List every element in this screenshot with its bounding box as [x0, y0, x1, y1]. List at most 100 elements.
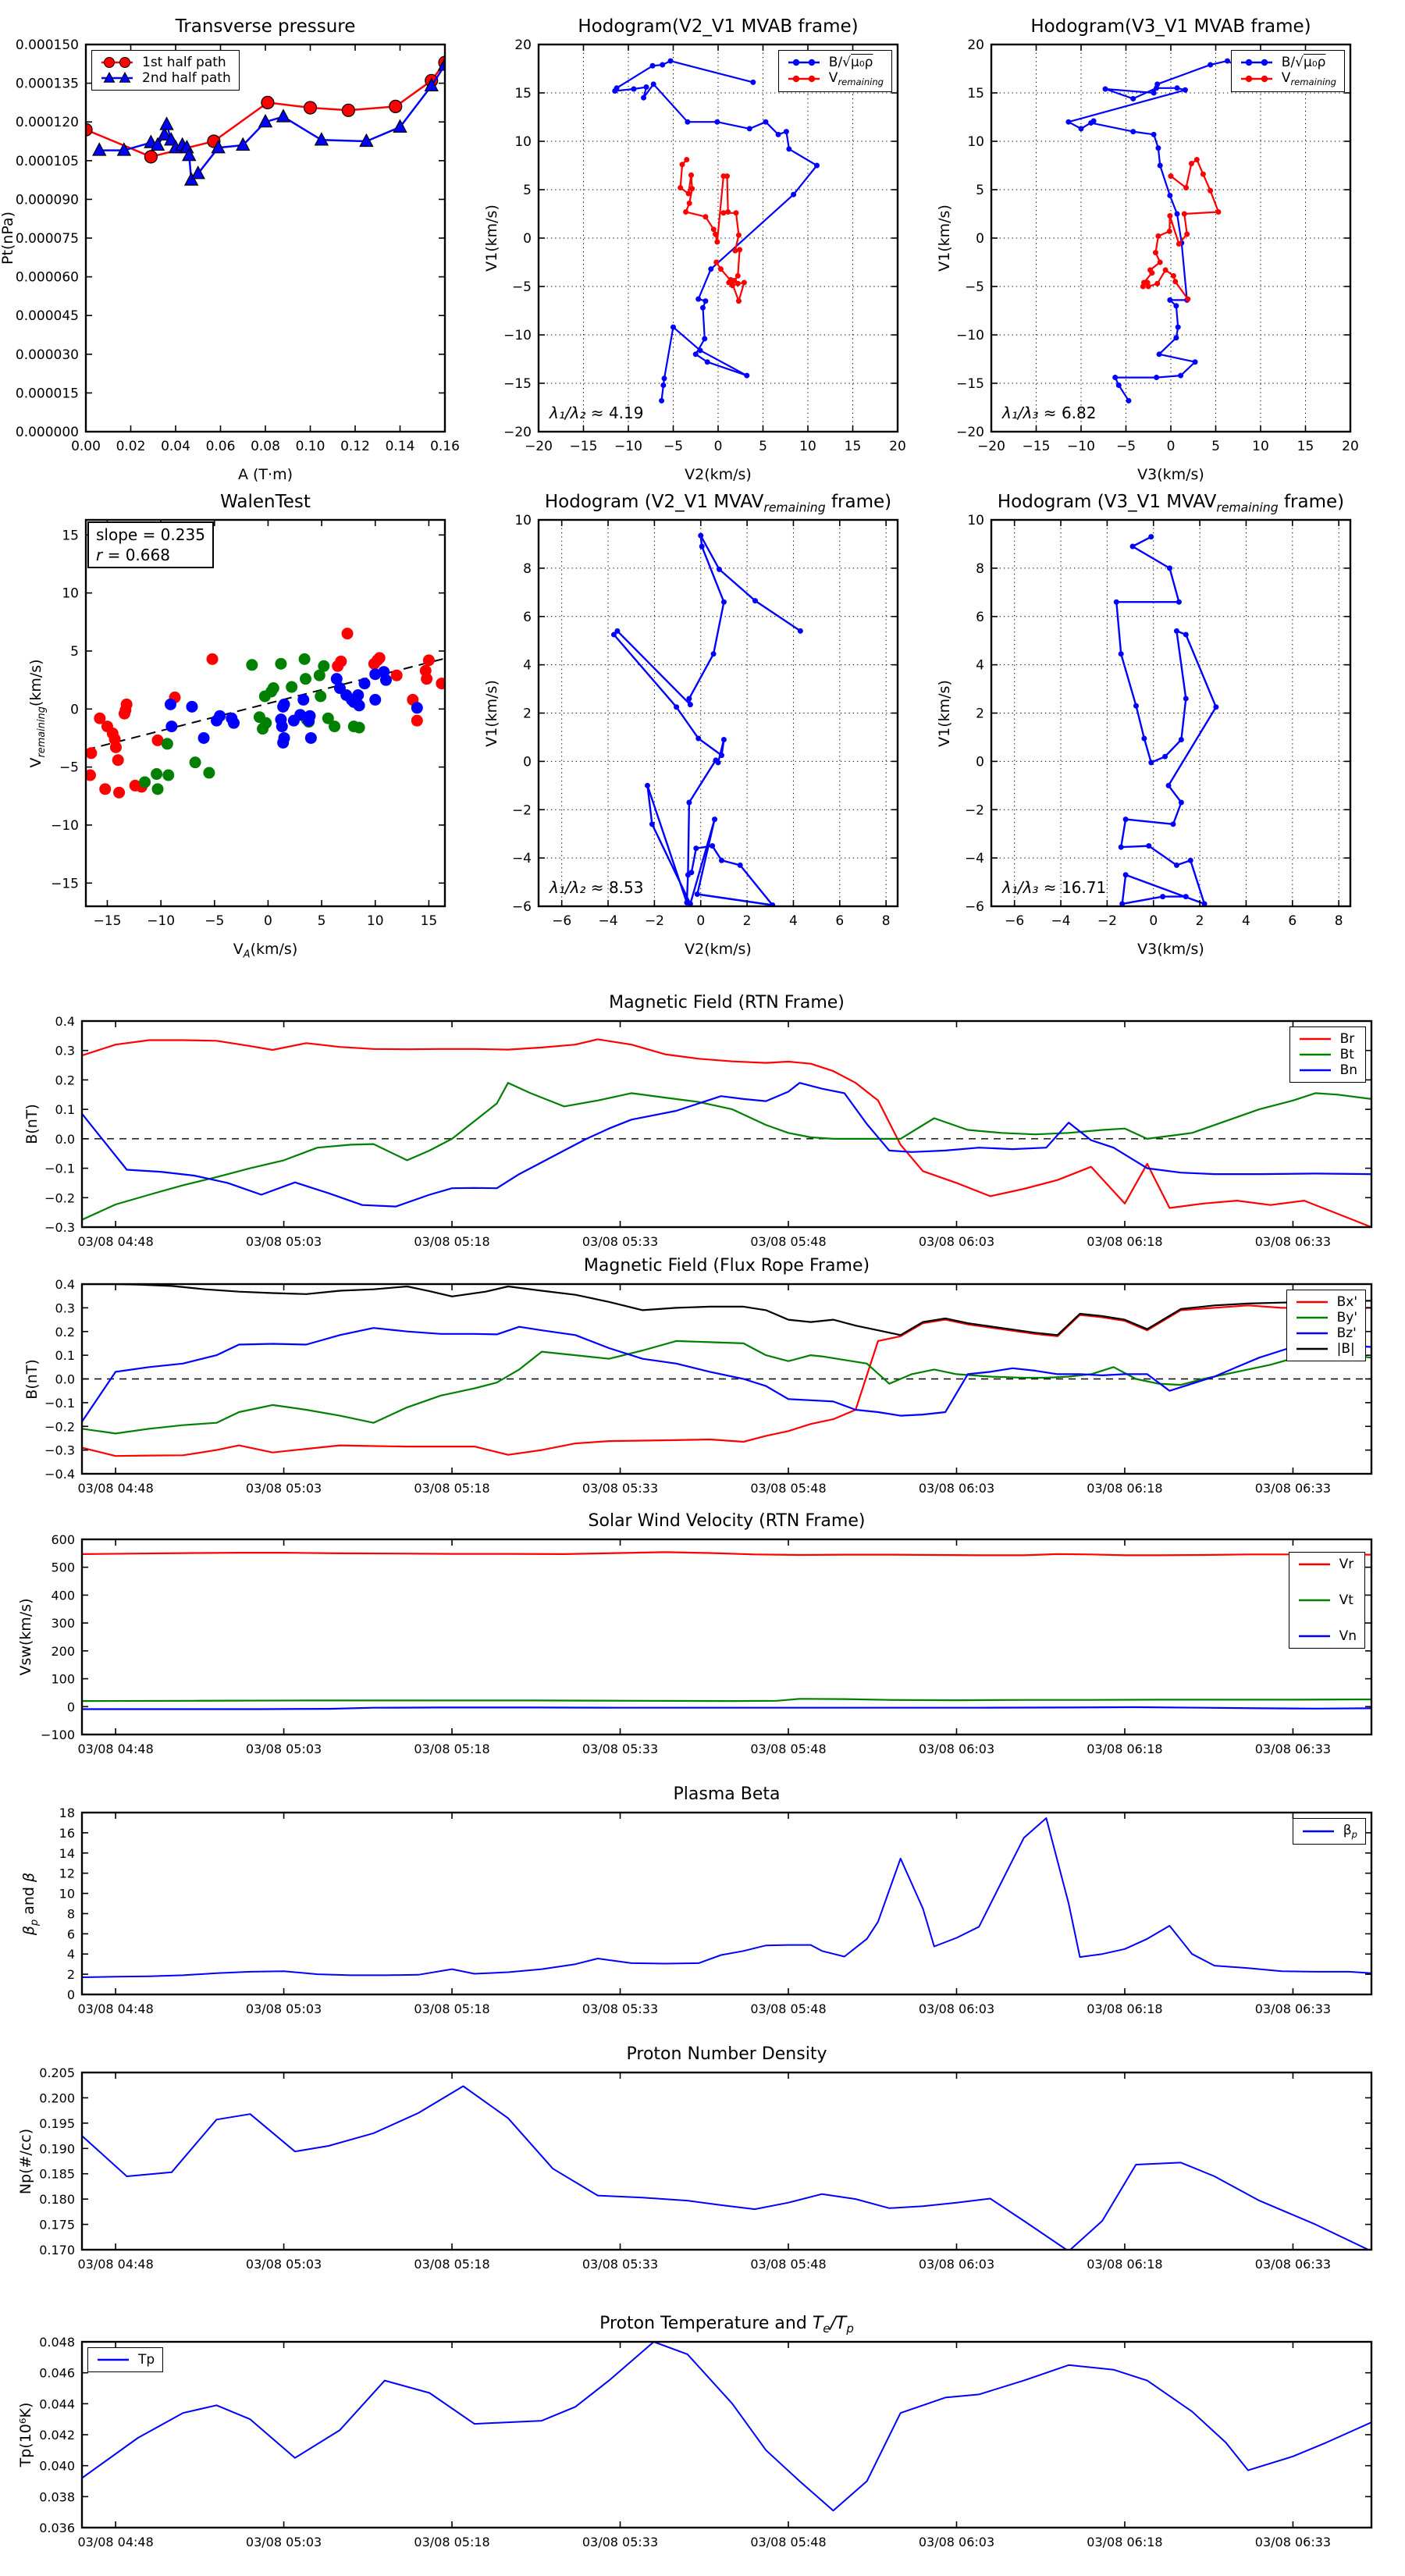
x-tick-label: 03/08 05:33 [582, 2001, 658, 2016]
axis-ticks: 03/08 04:48 03/08 05:03 03/08 05:18 03/08 0… [44, 1277, 1371, 1496]
y-tick-label: 0 [67, 1699, 75, 1714]
y-axis-label: V1(km/s) [483, 205, 500, 272]
x-axis-label: VA(km/s) [233, 941, 298, 961]
x-tick-label: 03/08 05:03 [246, 1481, 322, 1496]
y-tick-label: 0.180 [39, 2192, 75, 2207]
series-scatter-red [86, 628, 445, 799]
plot-area: 03/08 04:48 03/08 05:03 03/08 05:18 03/08 0… [44, 1014, 1373, 1249]
series-Tp [82, 2342, 1371, 2512]
legend-label: Bz' [1337, 1325, 1357, 1341]
series-Np [82, 2085, 1371, 2250]
y-tick-label: 0.4 [55, 1014, 75, 1029]
legend-entry: Vremaining [787, 70, 884, 87]
y-tick-label: 0.190 [39, 2141, 75, 2156]
legend-label-part: Bn [1339, 1062, 1357, 1078]
x-tick-label: 0.06 [206, 439, 236, 454]
axis-ticks: 03/08 04:48 03/08 05:03 03/08 05:18 03/08 0… [39, 2335, 1371, 2549]
plot-area: 03/08 04:48 03/08 05:03 03/08 05:18 03/08 0… [41, 1532, 1373, 1756]
panel-proton-number-density: Proton Number Density Np(#/cc) 03/08 04:… [17, 2044, 1373, 2272]
axes-frame [80, 1538, 1373, 1736]
y-tick-label: 10 [59, 1887, 75, 1902]
y-tick-label: 8 [523, 561, 532, 577]
legend-label: Tp [138, 2352, 155, 2368]
x-tick-label: 0.10 [296, 439, 325, 454]
y-tick-label: 0.048 [39, 2335, 75, 2350]
x-tick-label: 03/08 04:48 [77, 1742, 153, 1756]
x-tick-label: 03/08 06:18 [1087, 2535, 1162, 2549]
y-tick-label: −15 [503, 376, 532, 392]
panel-hodogram-v2v1-mvab: Hodogram(V2_V1 MVAB frame) V1(km/s) V2(k… [483, 16, 906, 483]
y-tick-label: 0.170 [39, 2243, 75, 2258]
grid-lines [991, 520, 1350, 906]
series-B-over-sqrt-mu0rho [1065, 58, 1259, 404]
y-tick-label: 10 [514, 513, 532, 528]
legend-label: Vremaining [829, 70, 884, 87]
x-tick-label: −4 [599, 913, 618, 929]
x-tick-label: −5 [663, 439, 683, 454]
panel-title: Magnetic Field (RTN Frame) [609, 993, 845, 1012]
y-tick-label: 18 [59, 1806, 75, 1820]
y-tick-label: −100 [41, 1727, 75, 1742]
y-tick-label: −0.1 [44, 1396, 75, 1411]
y-tick-label: 0.040 [39, 2459, 75, 2474]
legend-label-part: V [828, 70, 838, 86]
y-tick-label: −2 [512, 802, 532, 818]
plot-area: 03/08 04:48 03/08 05:03 03/08 05:18 03/08 0… [39, 2065, 1373, 2272]
legend: Tp [87, 2347, 164, 2372]
series-scatter-blue [164, 666, 423, 749]
y-tick-label: 8 [67, 1906, 75, 1921]
legend-label-part: 2nd half path [142, 70, 231, 86]
axis-ticks: 03/08 04:48 03/08 05:03 03/08 05:18 03/08 0… [44, 1014, 1371, 1249]
legend-marker [1299, 1037, 1331, 1041]
x-tick-label: 03/08 05:48 [750, 2535, 826, 2549]
y-tick-label: 100 [51, 1672, 75, 1687]
axis-ticks: −6 −4 −2 0 2 4 6 8 −6 −4 −2 0 2 4 6 8 10 [512, 513, 898, 929]
x-tick-label: 03/08 06:03 [919, 2001, 994, 2016]
y-tick-label: 0.000090 [16, 192, 79, 208]
x-tick-label: 03/08 05:18 [414, 1481, 489, 1496]
legend-entry: Bt [1298, 1047, 1357, 1062]
axis-ticks: 03/08 04:48 03/08 05:03 03/08 05:18 03/08 0… [41, 1532, 1371, 1756]
legend-label-part: remaining [838, 76, 884, 88]
x-tick-label: 0.00 [71, 439, 101, 454]
x-tick-label: −20 [977, 439, 1005, 454]
x-tick-label: 03/08 05:48 [750, 1234, 826, 1249]
y-tick-label: 10 [514, 134, 532, 150]
x-tick-label: 03/08 04:48 [77, 2001, 153, 2016]
panel-hodogram-v3v1-mvav: Hodogram (V3_V1 MVAVremaining frame) V1(… [936, 492, 1352, 958]
legend-label: By' [1337, 1310, 1357, 1325]
plot-inner [82, 1817, 1371, 1978]
panel-title: Hodogram (V3_V1 MVAVremaining frame) [997, 492, 1345, 515]
panel-proton-temperature: Proton Temperature and Te/Tp Tp(10⁶K) 03… [17, 2314, 1373, 2549]
lambda-ratio-annotation: λ₁/λ₃ ≈ 16.71 [1002, 878, 1107, 897]
legend-label: Bx' [1337, 1294, 1357, 1310]
x-tick-label: 03/08 05:33 [582, 1742, 658, 1756]
plot-inner [82, 1038, 1371, 1227]
y-tick-label: 0.042 [39, 2428, 75, 2443]
x-tick-label: 03/08 05:33 [582, 1234, 658, 1249]
legend: Bx' By' Bz' |B| [1286, 1290, 1366, 1361]
y-tick-label: 0.0 [55, 1372, 75, 1387]
x-tick-label: 03/08 05:33 [582, 2535, 658, 2549]
legend-label-part: Vn [1339, 1628, 1357, 1644]
series-V-hodogram [610, 532, 803, 906]
plot-inner [86, 628, 445, 799]
x-tick-label: 03/08 04:48 [77, 1234, 153, 1249]
y-tick-label: 14 [59, 1846, 75, 1861]
plot-inner [82, 1551, 1371, 1710]
legend-entry: B/√μ₀ρ [787, 55, 884, 70]
panel-magnetic-field-rtn: Magnetic Field (RTN Frame) B(nT) 03/08 0… [23, 993, 1373, 1249]
legend-label: Vt [1339, 1592, 1353, 1608]
legend-marker [788, 75, 820, 83]
x-tick-label: 03/08 06:03 [919, 2257, 994, 2272]
lambda-ratio-annotation: λ₁/λ₂ ≈ 8.53 [550, 878, 644, 897]
fit-stat-line: r = 0.668 [96, 546, 170, 564]
y-tick-label: 10 [62, 586, 79, 602]
y-tick-label: 0.3 [55, 1300, 75, 1315]
x-tick-label: 15 [1297, 439, 1314, 454]
x-tick-label: 03/08 05:33 [582, 1481, 658, 1496]
axes-frame [84, 518, 446, 908]
x-tick-label: 2 [743, 913, 752, 929]
y-tick-label: 0.046 [39, 2366, 75, 2381]
series-B-magnitude [82, 1284, 1371, 1336]
